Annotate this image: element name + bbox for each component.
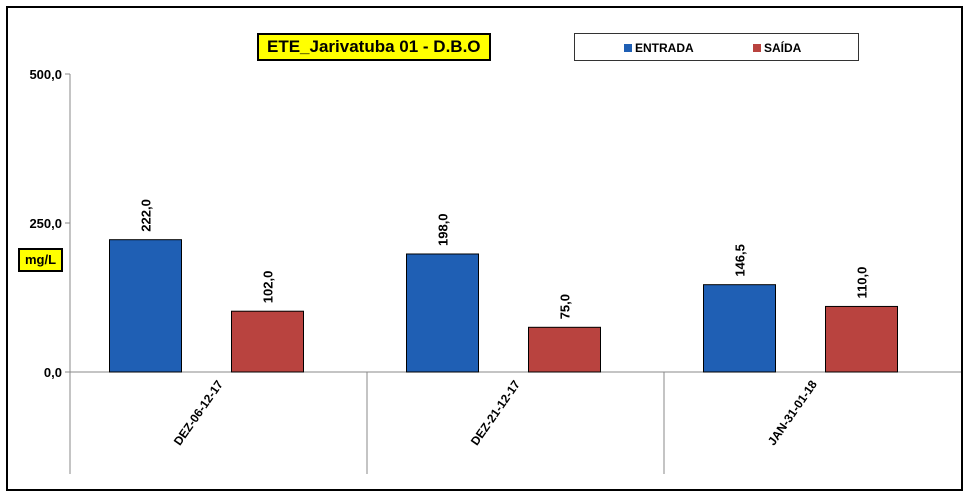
y-tick-label: 250,0 — [29, 216, 62, 231]
data-label: 198,0 — [436, 213, 451, 246]
x-category-label: JAN-31-01-18 — [765, 377, 820, 448]
legend-item-saida: SAÍDA — [753, 41, 801, 55]
chart-title: ETE_Jarivatuba 01 - D.B.O — [257, 33, 491, 61]
data-label: 110,0 — [855, 267, 870, 299]
legend-swatch-entrada — [624, 44, 632, 52]
bar-saída — [825, 305, 898, 373]
bar-entrada — [703, 284, 776, 373]
data-label: 75,0 — [558, 294, 573, 319]
bar-saída — [528, 326, 601, 373]
y-tick-label: 0,0 — [44, 365, 62, 380]
x-category-label: DEZ-06-12-17 — [171, 377, 226, 448]
y-axis-label: mg/L — [18, 248, 64, 272]
data-label: 146,5 — [733, 244, 748, 277]
y-tick-label: 500,0 — [29, 67, 62, 82]
legend-label-saida: SAÍDA — [764, 41, 802, 55]
data-label: 102,0 — [261, 271, 276, 304]
data-label: 222,0 — [139, 199, 154, 232]
legend-label-entrada: ENTRADA — [635, 41, 694, 55]
chart-frame: 0,0 250,0 500,0 222,0 102,0 DEZ-06-12-17 198,0… — [6, 6, 963, 491]
bar-saída — [231, 310, 304, 373]
bar-entrada — [406, 253, 479, 373]
legend-item-entrada: ENTRADA — [624, 41, 694, 55]
chart-plot: 0,0 250,0 500,0 222,0 102,0 DEZ-06-12-17 198,0… — [29, 67, 961, 474]
legend-swatch-saida — [753, 44, 761, 52]
legend: ENTRADA SAÍDA — [574, 33, 859, 61]
bar-entrada — [109, 239, 182, 373]
x-category-label: DEZ-21-12-17 — [468, 377, 523, 448]
